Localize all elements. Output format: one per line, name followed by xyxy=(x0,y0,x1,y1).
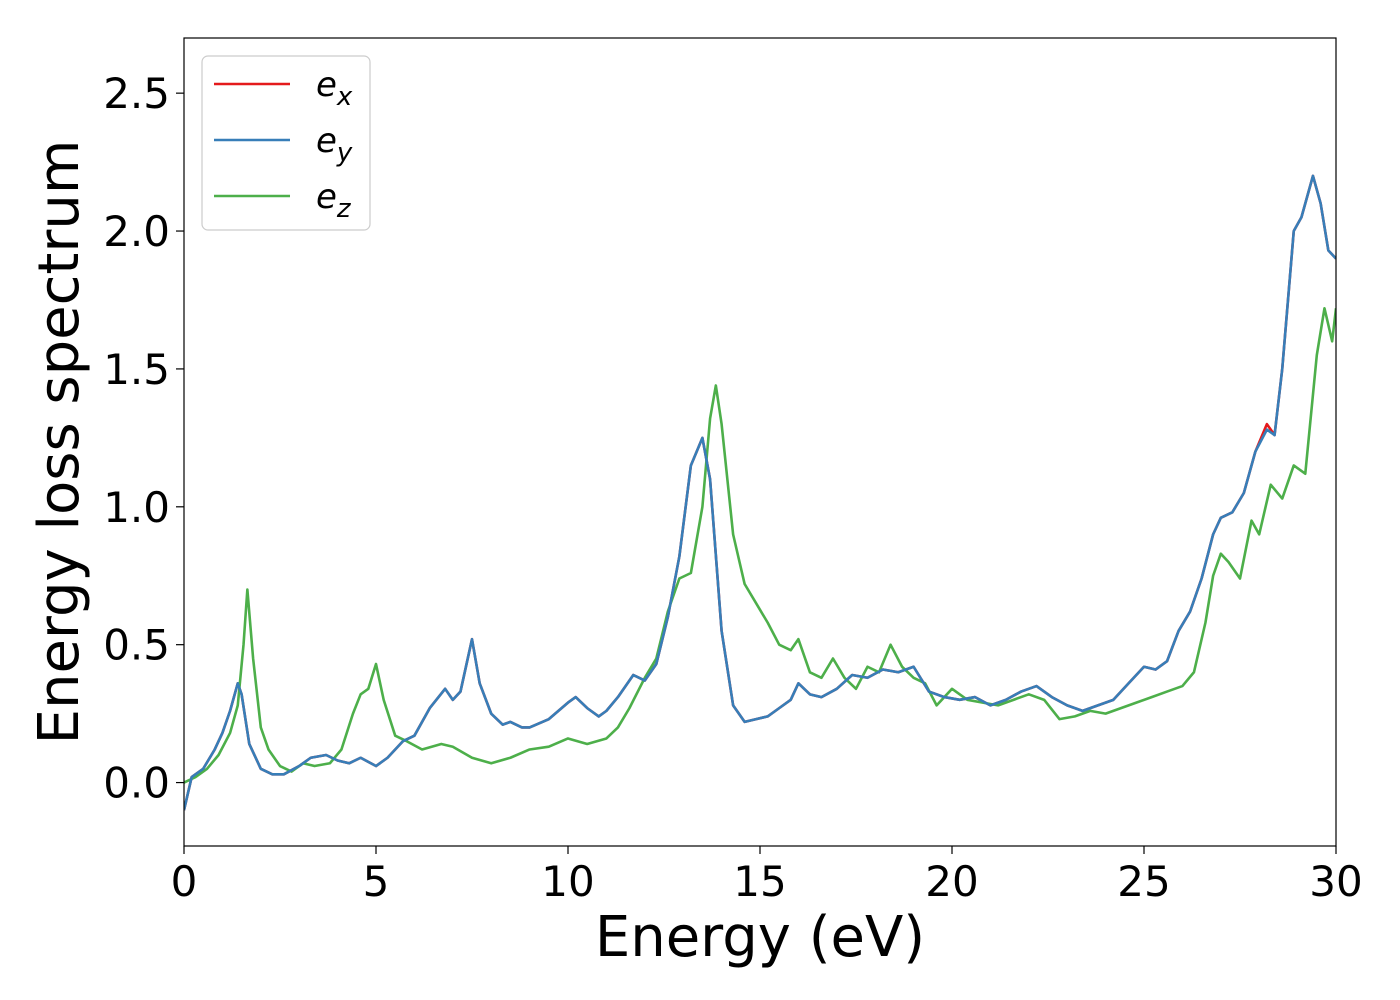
x-tick-label: 5 xyxy=(363,857,390,906)
legend-label-subscript: y xyxy=(336,138,353,168)
legend-label-base: e xyxy=(316,177,337,217)
x-axis-ticks: 0 5 10 15 20 25 30 xyxy=(171,846,1363,906)
legend-label-e-x: ex xyxy=(316,65,353,112)
legend-label-e-z: ez xyxy=(316,177,352,224)
x-tick-label: 10 xyxy=(541,857,594,906)
y-tick-label: 1.5 xyxy=(103,345,170,394)
legend-label-subscript: z xyxy=(336,194,352,224)
x-tick-label: 0 xyxy=(171,857,198,906)
y-tick-label: 2.0 xyxy=(103,207,170,256)
legend-box xyxy=(201,55,371,231)
x-tick-label: 15 xyxy=(733,857,786,906)
x-axis-title: Energy (eV) xyxy=(595,905,925,970)
y-tick-label: 0.0 xyxy=(103,759,170,808)
x-tick-label: 25 xyxy=(1117,857,1170,906)
y-axis-title: Energy loss spectrum xyxy=(27,140,92,745)
x-tick-label: 30 xyxy=(1309,857,1362,906)
legend-label-e-y: ey xyxy=(316,121,353,168)
y-tick-label: 1.0 xyxy=(103,483,170,532)
series-line-e-z xyxy=(184,306,1336,784)
x-tick-label: 20 xyxy=(925,857,978,906)
legend-label-subscript: x xyxy=(336,82,353,112)
y-tick-label: 2.5 xyxy=(103,69,170,118)
legend-label-base: e xyxy=(316,121,337,161)
series-line-e-y xyxy=(184,174,1336,811)
y-tick-label: 0.5 xyxy=(103,621,170,670)
series-layer xyxy=(184,174,1336,811)
legend-label-base: e xyxy=(316,65,337,105)
y-axis-ticks: 0.0 0.5 1.0 1.5 2.0 2.5 xyxy=(103,69,184,808)
